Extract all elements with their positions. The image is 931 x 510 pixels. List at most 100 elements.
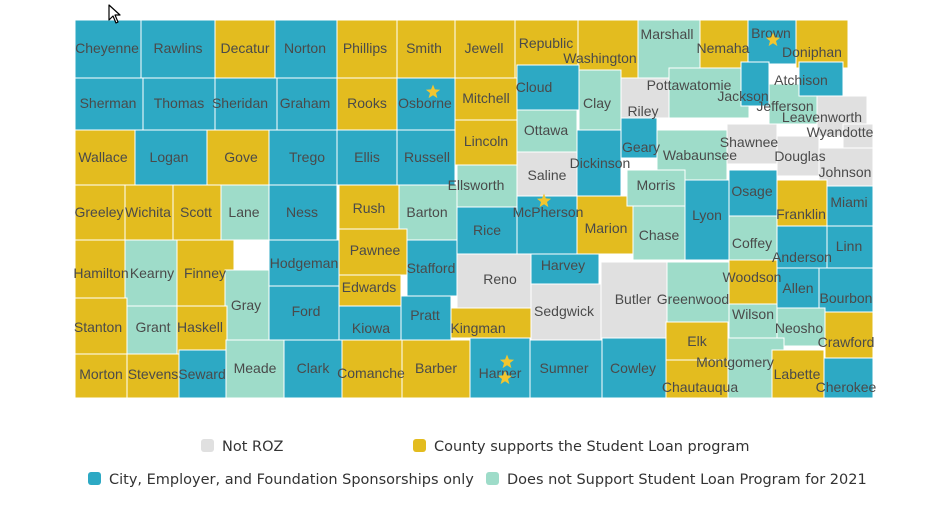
county-sedgwick [530, 283, 602, 341]
county-kingman [450, 307, 532, 339]
county-label-scott: Scott [180, 204, 212, 220]
county-mitchell [454, 77, 518, 121]
county-label-pawnee: Pawnee [350, 242, 401, 258]
county-label-greenwood: Greenwood [657, 291, 729, 307]
legend-item-county-supports: County supports the Student Loan program [413, 439, 749, 455]
county-label-seward: Seward [178, 366, 225, 382]
kansas-map: Cheyenne Rawlins Decatur Norton Phillips Smit… [73, 19, 877, 399]
county-rice [456, 206, 518, 255]
county-label-smith: Smith [406, 40, 442, 56]
county-label-chase: Chase [639, 227, 680, 243]
county-stafford [406, 239, 458, 297]
county-label-hamilton: Hamilton [73, 265, 128, 281]
county-map-svg: Cheyenne Rawlins Decatur Norton Phillips Smit… [73, 19, 877, 399]
county-label-allen: Allen [782, 280, 813, 296]
county-label-edwards: Edwards [342, 279, 396, 295]
county-cloud [516, 64, 580, 111]
county-morris [626, 169, 686, 207]
county-label-bourbon: Bourbon [820, 290, 873, 306]
county-butler [600, 261, 668, 339]
county-label-nemaha: Nemaha [697, 40, 750, 56]
county-label-ottawa: Ottawa [524, 122, 569, 138]
county-label-wichita: Wichita [125, 204, 171, 220]
county-label-kiowa: Kiowa [352, 320, 390, 336]
county-label-jefferson: Jefferson [756, 98, 813, 114]
county-label-chautauqua: Chautauqua [662, 379, 739, 395]
county-label-harvey: Harvey [541, 257, 585, 273]
county-label-shawnee: Shawnee [720, 134, 779, 150]
county-label-rice: Rice [473, 222, 501, 238]
county-label-logan: Logan [150, 149, 189, 165]
county-logan [134, 129, 208, 186]
county-seward [178, 349, 227, 399]
county-label-hodgeman: Hodgeman [270, 255, 339, 271]
county-smith [396, 19, 456, 79]
county-stevens [126, 353, 180, 399]
county-label-haskell: Haskell [177, 319, 223, 335]
county-label-ness: Ness [286, 204, 318, 220]
county-kiowa [338, 305, 402, 341]
county-label-kingman: Kingman [450, 320, 505, 336]
county-label-lincoln: Lincoln [464, 133, 508, 149]
county-label-rooks: Rooks [347, 95, 387, 111]
county-meade [225, 339, 285, 399]
county-label-graham: Graham [280, 95, 331, 111]
county-saline [516, 151, 578, 197]
county-label-republic: Republic [519, 35, 573, 51]
county-gray [224, 269, 270, 341]
county-label-barton: Barton [406, 204, 447, 220]
county-washington [577, 19, 639, 79]
county-label-crawford: Crawford [818, 334, 875, 350]
county-pawnee [338, 228, 408, 276]
county-bourbon [818, 267, 874, 313]
county-label-doniphan: Doniphan [782, 44, 842, 60]
county-chase [632, 205, 686, 261]
county-label-gove: Gove [224, 149, 258, 165]
county-label-comanche: Comanche [337, 365, 405, 381]
county-rush [338, 184, 400, 230]
county-label-dickinson: Dickinson [570, 155, 631, 171]
county-wilson [728, 303, 778, 339]
star-icon-harper [499, 354, 515, 369]
county-anderson [776, 225, 828, 269]
county-edwards [338, 274, 402, 307]
county-label-anderson: Anderson [772, 249, 832, 265]
county-shawnee [726, 123, 778, 165]
county-labette [771, 349, 825, 399]
county-label-rawlins: Rawlins [153, 40, 202, 56]
county-label-decatur: Decatur [220, 40, 269, 56]
county-haskell [176, 305, 228, 355]
county-morton [74, 353, 128, 399]
county-osborne [396, 77, 456, 131]
county-douglas [776, 135, 820, 177]
county-label-saline: Saline [528, 167, 567, 183]
legend-label-does-not-support: Does not Support Student Loan Program fo… [507, 472, 867, 488]
county-label-barber: Barber [415, 360, 457, 376]
county-neosho [776, 307, 826, 347]
county-clay [578, 69, 622, 131]
county-label-mcpherson: McPherson [513, 204, 584, 220]
county-decatur [214, 19, 276, 79]
county-johnson [818, 147, 874, 187]
county-label-leavenworth: Leavenworth [782, 109, 862, 125]
legend-swatch-not-roz [201, 439, 214, 452]
county-shapes [74, 19, 874, 399]
county-label-sheridan: Sheridan [212, 95, 268, 111]
county-label-sedgwick: Sedgwick [534, 303, 595, 319]
county-wichita [124, 184, 174, 241]
county-comanche [341, 339, 403, 399]
county-label-wyandotte: Wyandotte [807, 124, 874, 140]
county-label-elk: Elk [687, 333, 707, 349]
county-label-reno: Reno [483, 271, 517, 287]
county-label-cloud: Cloud [516, 79, 553, 95]
county-cowley [601, 337, 667, 399]
star-icon-harper [497, 370, 513, 385]
county-label-marshall: Marshall [641, 26, 694, 42]
county-graham [276, 77, 338, 131]
county-sherman [74, 77, 144, 131]
county-label-gray: Gray [231, 297, 261, 313]
legend-swatch-does-not-support [486, 472, 499, 485]
county-allen [776, 267, 820, 309]
legend-swatch-county-supports [413, 439, 426, 452]
legend-label-sponsorships-only: City, Employer, and Foundation Sponsorsh… [109, 472, 474, 488]
